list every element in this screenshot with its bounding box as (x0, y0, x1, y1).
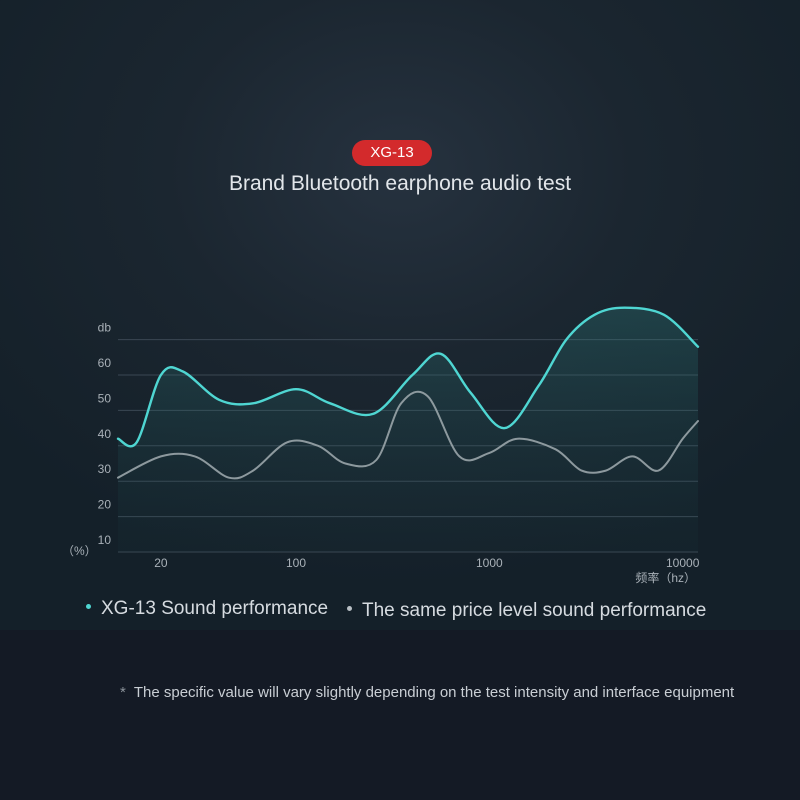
model-badge: XG-13 (352, 140, 432, 166)
footnote-marker: * (120, 684, 126, 701)
x-tick-label: 1000 (476, 556, 503, 570)
series-line-comparison (117, 390, 699, 480)
x-tick-label: 10000 (666, 556, 700, 570)
y-tick-label: 30 (98, 462, 112, 476)
y-tick-label: 10 (98, 533, 112, 547)
accent-dot-icon (86, 604, 91, 610)
y-tick-label: 20 (98, 498, 112, 512)
footer-panel (0, 630, 800, 800)
legend-label-xg13: XG-13 Sound performance (101, 598, 329, 619)
legend-label-comparison: The same price level sound performance (362, 600, 707, 621)
footnote: * The specific value will vary slightly d… (120, 684, 734, 701)
y-axis-unit-label: （%） (62, 544, 97, 558)
y-tick-label: db (98, 321, 112, 335)
y-tick-label: 40 (98, 427, 112, 441)
page-title: Brand Bluetooth earphone audio test (228, 172, 572, 195)
legend-item-comparison: The same price level sound performance (347, 600, 706, 622)
grey-dot-icon (347, 606, 352, 612)
chart-legend: XG-13 Sound performance The same price l… (0, 598, 800, 626)
x-tick-label: 100 (286, 556, 306, 570)
series-area-xg13 (118, 307, 698, 552)
legend-item-xg13: XG-13 Sound performance (86, 598, 328, 620)
y-tick-label: 50 (98, 391, 112, 405)
series-line-xg13 (116, 306, 700, 448)
footnote-text: The specific value will vary slightly de… (133, 684, 735, 701)
x-axis-label: 频率（hz） (635, 570, 696, 585)
x-tick-label: 20 (154, 556, 168, 570)
y-tick-label: 60 (98, 356, 112, 370)
